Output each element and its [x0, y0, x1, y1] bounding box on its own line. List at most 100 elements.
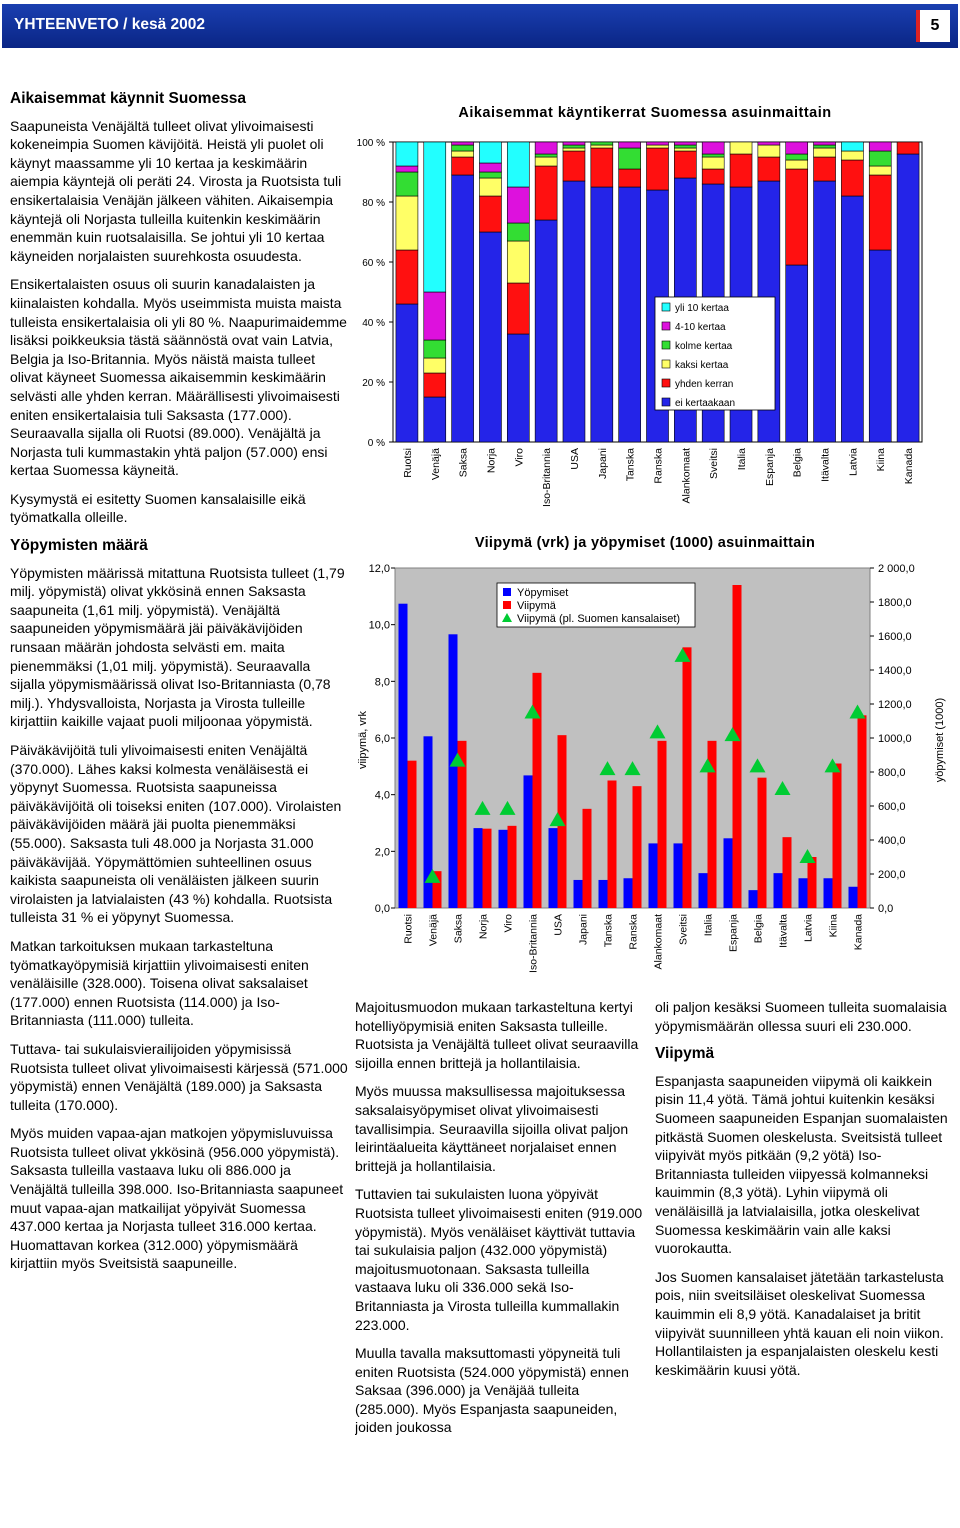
legend-box [496, 582, 696, 628]
bar-segment [423, 396, 447, 443]
bar-segment [395, 303, 419, 443]
triangle-marker [624, 761, 641, 776]
legend-label: Viipymä [517, 600, 557, 612]
paragraph: Myös muiden vapaa-ajan matkojen yöpymisl… [10, 1125, 344, 1272]
paragraph: Matkan tarkoituksen mukaan tarkasteltuna… [10, 937, 309, 1029]
x-tick-label: Itävalta [820, 448, 832, 482]
y2-tick-label: 0,0 [878, 903, 893, 915]
header-bar: YHTEENVETO / kesä 2002 5 [2, 4, 958, 48]
bar-segment [813, 147, 836, 158]
y-tick-label: 40 % [362, 318, 385, 329]
legend-swatch [661, 321, 671, 331]
triangle-marker [749, 758, 766, 773]
legend-label: 4-10 kertaa [675, 322, 726, 333]
legend-swatch [661, 302, 671, 312]
bar-segment [674, 141, 697, 146]
x-tick-label: Ruotsi [403, 914, 415, 944]
page-number: 5 [916, 10, 950, 42]
bar-segment [423, 141, 447, 293]
legend-label: kaksi kertaa [675, 360, 729, 371]
bar-segment [590, 141, 614, 146]
x-tick-label: USA [553, 914, 565, 936]
bar [707, 740, 717, 908]
bar-segment [618, 141, 641, 149]
bar [807, 857, 817, 908]
bar-segment [813, 156, 836, 182]
y2-tick-label: 1800,0 [878, 597, 912, 609]
bar [598, 879, 608, 908]
bar-segment [395, 165, 419, 173]
y2-tick-label: 600,0 [878, 801, 906, 813]
bar [398, 603, 408, 908]
y2-tick-label: 1400,0 [878, 665, 912, 677]
x-tick-label: Alankomaat [653, 914, 665, 970]
bar [632, 786, 642, 908]
heading: Viipymä [655, 1045, 715, 1063]
y-axis-label: viipymä, vrk [357, 710, 369, 769]
bar-segment [674, 144, 697, 149]
legend-swatch [503, 601, 511, 609]
bar-segment [785, 168, 809, 266]
y2-tick-label: 200,0 [878, 869, 906, 881]
paragraph: Tuttava- tai sukulaisvierailijoiden yöpy… [10, 1040, 348, 1113]
x-tick-label: Iso-Britannia [528, 914, 540, 973]
y2-tick-label: 1200,0 [878, 699, 912, 711]
bar [798, 878, 808, 908]
paragraph: Saapuneista Venäjältä tulleet olivat yli… [10, 117, 342, 264]
bar-segment [423, 339, 447, 359]
bar [573, 879, 583, 908]
bar-segment [562, 147, 586, 152]
bar-segment [423, 357, 447, 374]
bar [457, 740, 467, 908]
y-tick-label: 2,0 [375, 846, 390, 858]
bar-segment [562, 141, 586, 146]
legend-label: ei kertaakaan [675, 398, 735, 409]
bar-segment [395, 141, 419, 167]
bar-segment [562, 144, 586, 149]
triangle-marker [424, 868, 441, 883]
bar-segment [423, 372, 447, 398]
y2-tick-label: 2 000,0 [878, 563, 915, 575]
bar-segment [451, 156, 474, 176]
bar [823, 878, 833, 908]
bar-segment [841, 159, 864, 197]
x-tick-label: Saksa [458, 448, 470, 477]
bar-segment [451, 141, 474, 146]
triangle-marker [724, 727, 741, 742]
triangle-marker [849, 704, 866, 719]
x-tick-label: Belgia [792, 448, 804, 477]
triangle-marker [674, 647, 691, 662]
bar [748, 890, 758, 908]
y2-tick-label: 800,0 [878, 767, 906, 779]
bar [507, 825, 517, 908]
bar-segment [534, 156, 558, 167]
paragraph: Ensikertalaisten osuus oli suurin kanada… [10, 276, 347, 479]
bar-segment [506, 282, 530, 335]
bar-segment [813, 180, 836, 443]
bar-segment [479, 162, 502, 173]
y2-axis-label: yöpymiset (1000) [934, 698, 946, 782]
bar [582, 808, 592, 908]
bar [698, 873, 708, 908]
bar [773, 873, 783, 908]
bar-segment [757, 141, 781, 146]
x-tick-label: Kanada [903, 448, 915, 484]
legend-swatch [661, 359, 671, 369]
bar-segment [841, 195, 864, 443]
paragraph: Majoitusmuodon mukaan tarkasteltuna kert… [355, 999, 639, 1071]
bar [832, 763, 842, 908]
legend-swatch [661, 340, 671, 350]
bar-segment [618, 147, 641, 170]
bar-segment [701, 156, 725, 170]
y-tick-label: 0,0 [375, 903, 390, 915]
triangle-marker [474, 800, 491, 815]
paragraph: Jos Suomen kansalaiset jätetään tarkaste… [655, 1268, 944, 1378]
x-tick-label: Itävalta [778, 914, 790, 948]
bar-segment [729, 153, 753, 188]
middle-column: Majoitusmuodon mukaan tarkasteltuna kert… [355, 998, 643, 1508]
triangle-marker [824, 758, 841, 773]
bar-segment [534, 141, 558, 155]
x-tick-label: Viro [503, 914, 515, 933]
bar-segment [868, 165, 892, 176]
